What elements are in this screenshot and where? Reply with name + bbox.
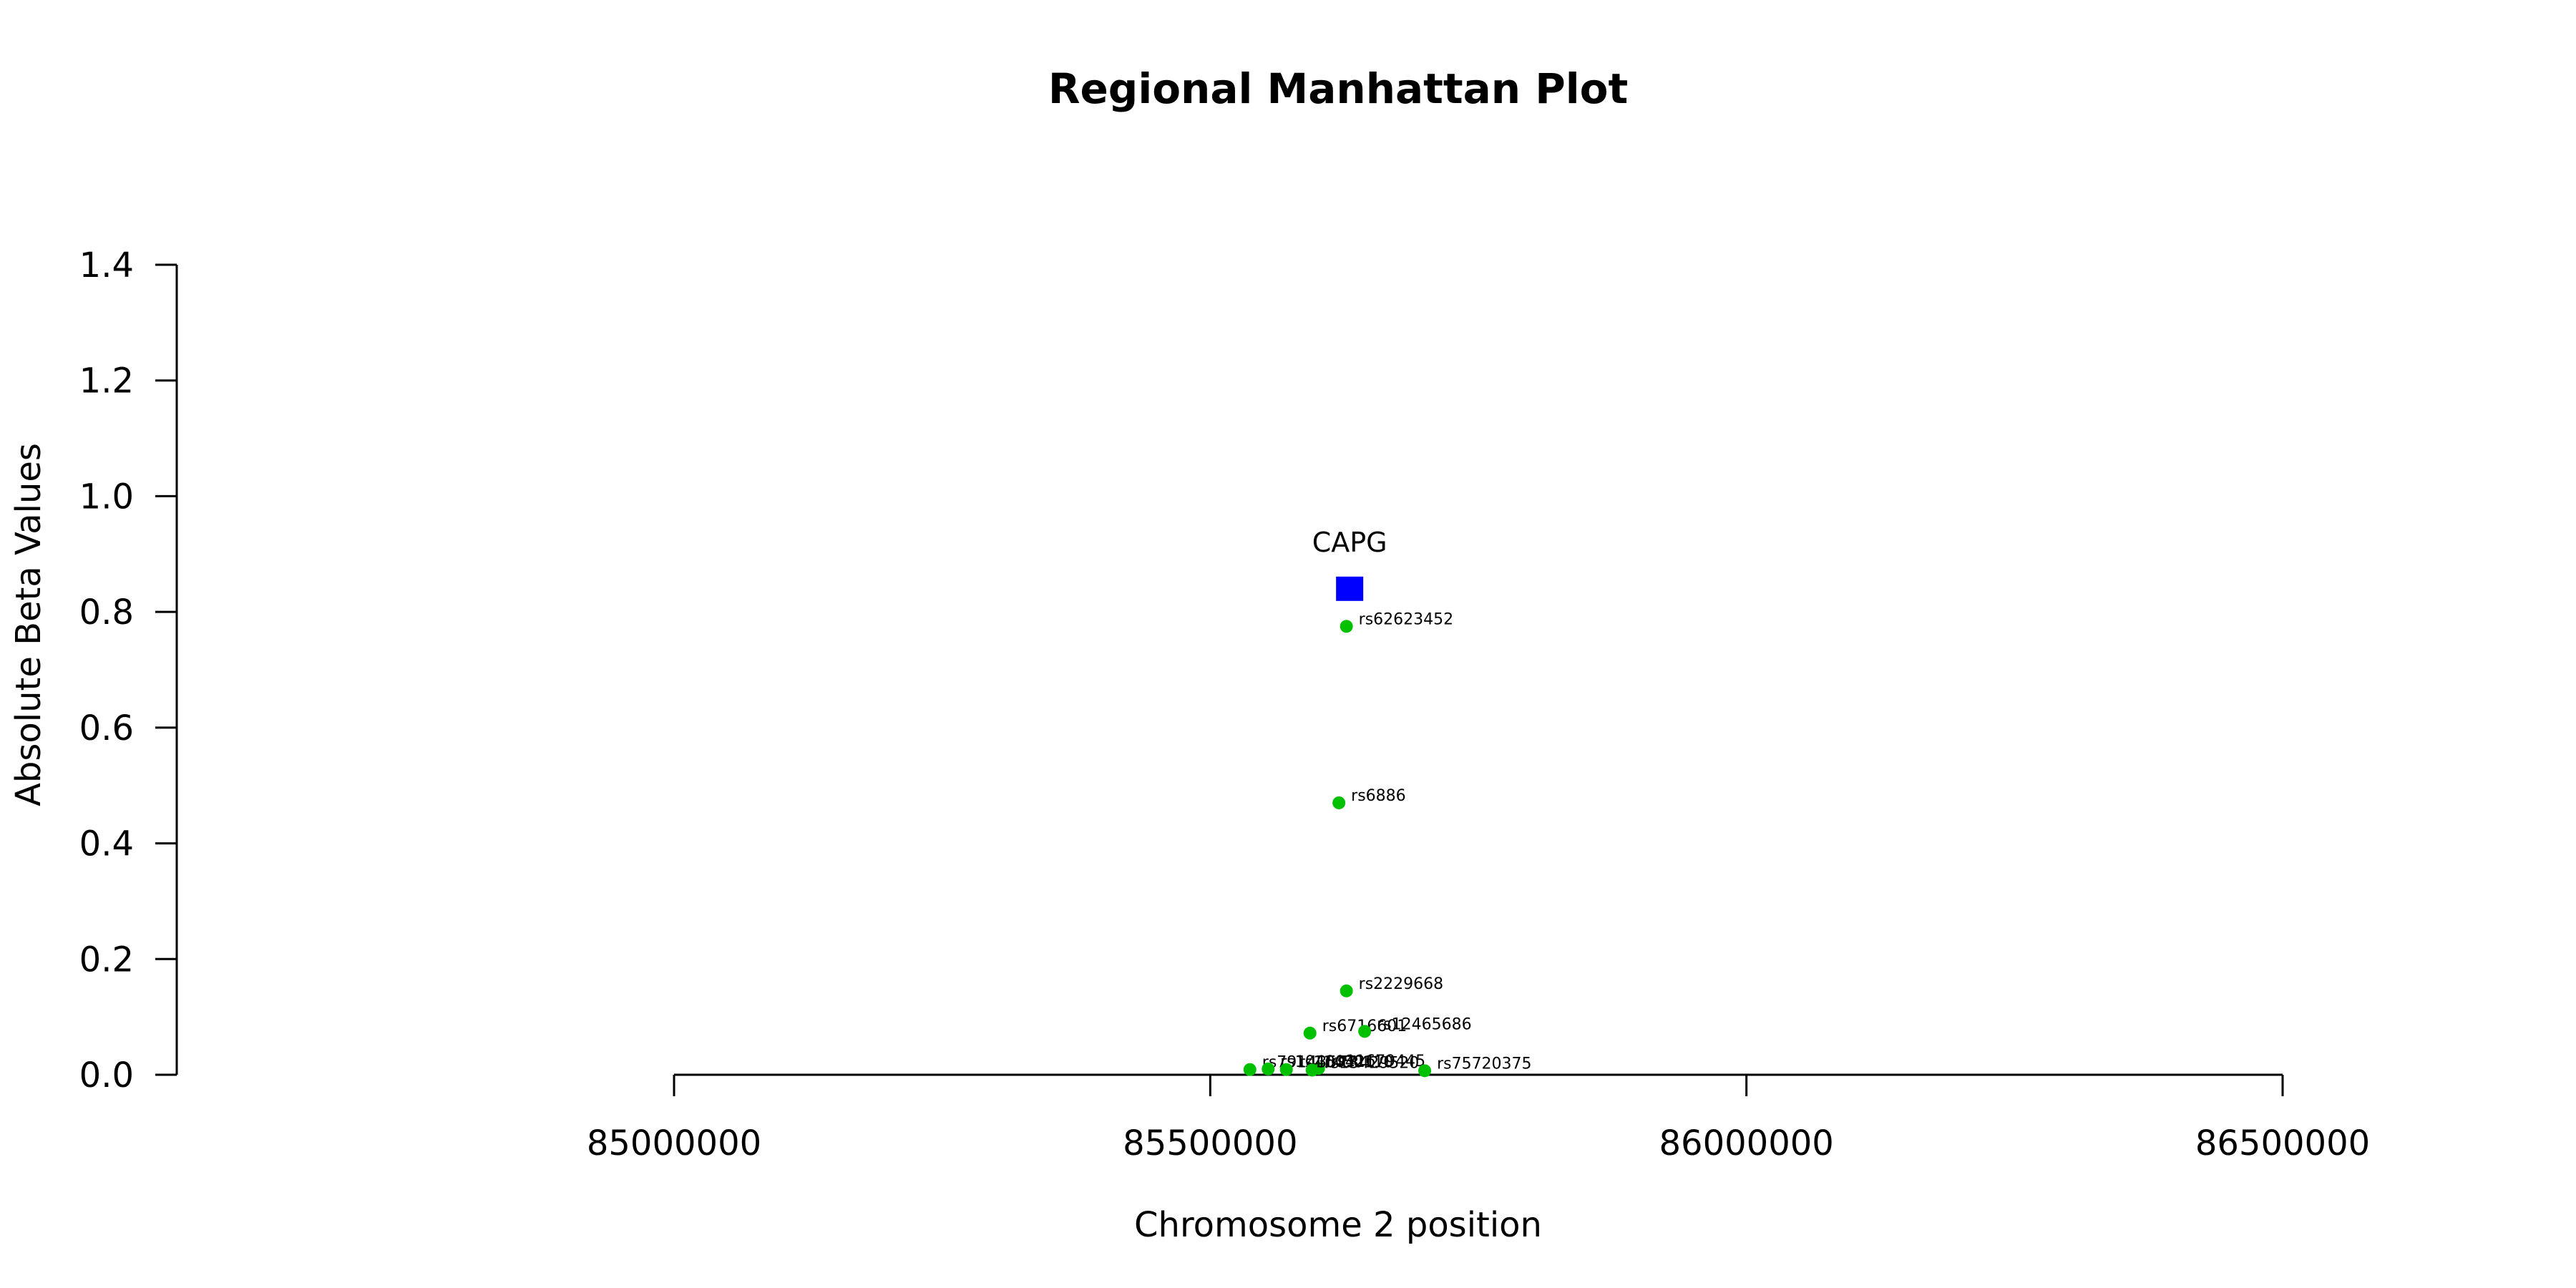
chart-title: Regional Manhattan Plot [1048, 64, 1628, 113]
y-tick-label: 0.0 [79, 1055, 134, 1096]
snp-point [1340, 620, 1353, 633]
y-tick-label: 1.0 [79, 477, 134, 517]
y-tick-label: 1.2 [79, 361, 134, 401]
snp-label: rs11679445 [1331, 1053, 1425, 1070]
snp-point [1340, 984, 1353, 997]
snp-point [1418, 1064, 1432, 1078]
x-axis-label: Chromosome 2 position [1134, 1205, 1542, 1245]
x-axis: 85000000 85500000 86000000 86500000 [587, 1073, 2370, 1163]
x-tick-label: 85000000 [587, 1123, 761, 1163]
snp-label: rs75720375 [1437, 1055, 1531, 1073]
snp-point [1358, 1025, 1372, 1038]
y-tick-label: 0.8 [79, 592, 134, 633]
snp-point [1303, 1026, 1317, 1040]
y-tick-label: 0.6 [79, 708, 134, 748]
snp-label: rs62623452 [1359, 610, 1453, 628]
snp-point [1279, 1063, 1293, 1076]
snp-label: rs12465686 [1377, 1015, 1471, 1033]
snp-point [1262, 1062, 1275, 1075]
plot-marks: CAPGrs62623452rs6886rs2229668rs6716601rs… [1243, 527, 1532, 1078]
x-tick-label: 86500000 [2195, 1123, 2370, 1163]
y-axis: 0.0 0.2 0.4 0.6 0.8 1.0 1.2 1.4 [79, 245, 178, 1096]
snp-point [1332, 796, 1346, 809]
y-tick-label: 0.4 [79, 824, 134, 864]
snp-label: rs10400421 [1280, 1053, 1375, 1071]
x-tick-label: 85500000 [1123, 1123, 1297, 1163]
snp-label: rs6886 [1351, 787, 1406, 805]
snp-label: rs2229668 [1359, 975, 1444, 993]
snp-point [1305, 1063, 1319, 1077]
snp-label: rs13429520 [1324, 1055, 1419, 1073]
gene-label: CAPG [1312, 527, 1387, 558]
y-tick-label: 0.2 [79, 940, 134, 980]
snp-point [1243, 1063, 1257, 1076]
gene-marker [1336, 576, 1364, 601]
y-axis-label: Absolute Beta Values [9, 443, 49, 806]
x-tick-label: 86000000 [1659, 1123, 1834, 1163]
y-tick-label: 1.4 [79, 245, 134, 286]
